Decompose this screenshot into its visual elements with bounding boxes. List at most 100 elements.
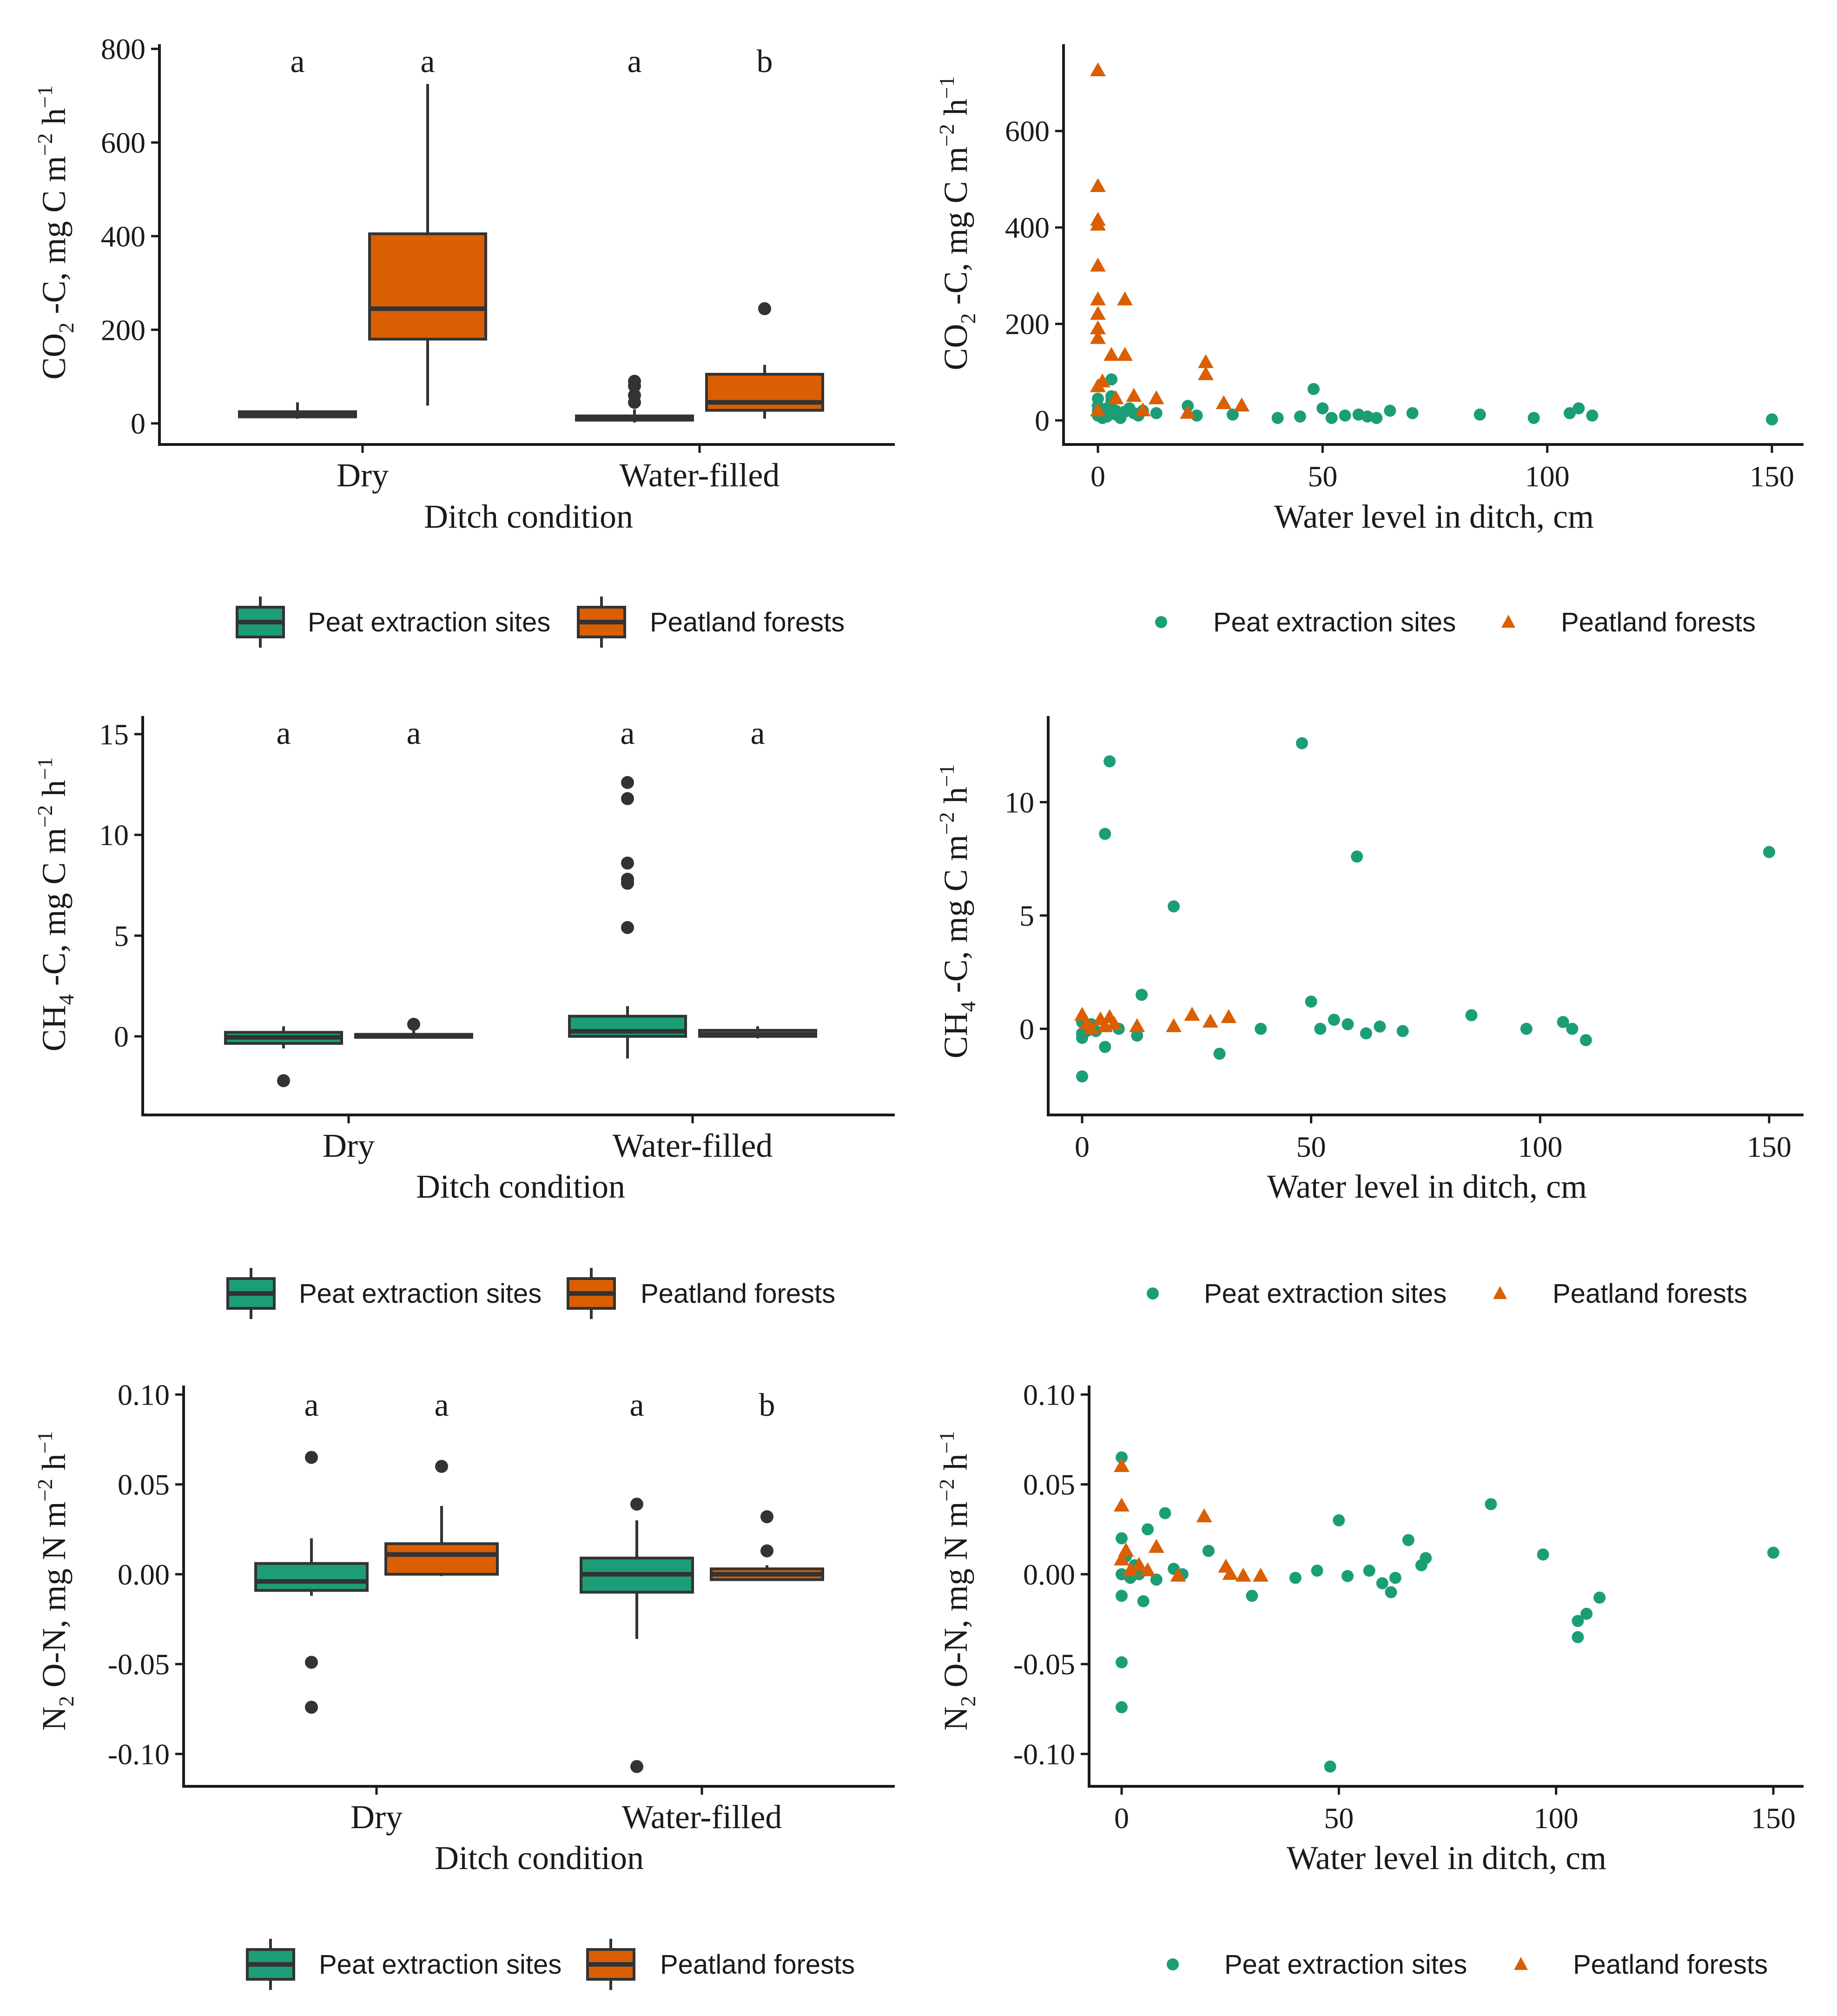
legend-label-peatland-forests: Peatland forests: [1561, 607, 1756, 637]
scatter-point-peat-extraction: [1485, 1498, 1497, 1511]
scatter-point-peatland-forest: [1083, 1020, 1099, 1035]
scatter-point-peat-extraction: [1361, 410, 1374, 423]
scatter-point-peatland-forest: [1196, 1508, 1212, 1523]
scatter-point-peatland-forest: [1129, 1018, 1145, 1032]
box-outlier: [760, 1544, 773, 1558]
box-outlier: [621, 776, 634, 789]
x-tick-label: 100: [1525, 460, 1570, 493]
scatter-point-peat-extraction: [1527, 411, 1540, 424]
y-tick-label: -0.10: [1013, 1737, 1075, 1771]
legend-key-peat-extraction: [226, 1268, 276, 1319]
x-tick-label: 100: [1518, 1130, 1562, 1163]
scatter-point-peat-extraction: [1389, 1572, 1401, 1584]
scatter-point-peat-extraction: [1767, 1546, 1779, 1559]
scatter-point-peat-extraction: [1384, 405, 1396, 417]
n2o-scatter-legend: Peat extraction sites Peatland forests: [1167, 1950, 1768, 1980]
scatter-point-peat-extraction: [1159, 1507, 1171, 1519]
legend-label-peatland-forests: Peatland forests: [641, 1279, 835, 1309]
n2o-box-legend: Peat extraction sites Peatland forests: [246, 1939, 855, 1990]
y-tick-label: 0: [1019, 1013, 1034, 1046]
legend-label-peat-extraction: Peat extraction sites: [308, 607, 550, 637]
y-tick-label: 0.10: [1023, 1378, 1075, 1411]
significance-letter: b: [759, 1387, 775, 1423]
scatter-point-peat-extraction: [1133, 1568, 1145, 1580]
scatter-point-peat-extraction: [1202, 1545, 1215, 1557]
significance-letter: a: [420, 44, 435, 80]
scatter-point-peatland-forest: [1148, 1539, 1164, 1553]
co2-scatter-points: [1090, 62, 1778, 426]
significance-letter: a: [620, 716, 634, 751]
scatter-point-peatland-forest: [1131, 1557, 1147, 1571]
y-tick-label: 400: [101, 220, 145, 253]
x-category-label: Water-filled: [620, 457, 780, 494]
ch4-box-legend: Peat extraction sites Peatland forests: [226, 1268, 835, 1319]
box-outlier: [305, 1700, 318, 1714]
scatter-point-peat-extraction: [1116, 1656, 1128, 1669]
scatter-point-peatland-forest: [1104, 347, 1119, 361]
x-category-label: Dry: [350, 1798, 403, 1836]
y-tick-label: 0: [131, 407, 145, 440]
co2-scatter-ticks: 0 200 400 600 0 50 100 150: [1005, 115, 1794, 493]
scatter-point-peatland-forest: [1148, 390, 1164, 405]
scatter-point-peatland-forest: [1140, 1562, 1156, 1577]
legend-label-peat-extraction: Peat extraction sites: [1204, 1279, 1447, 1309]
scatter-point-peatland-forest: [1090, 402, 1106, 417]
significance-letter: a: [290, 44, 304, 80]
scatter-point-peat-extraction: [1137, 1595, 1150, 1607]
n2o-scatter-y-axis-label: N2 O-N, mg N m−2 h−1: [935, 1431, 980, 1731]
box-outlier: [305, 1656, 318, 1669]
x-category-label: Dry: [323, 1127, 375, 1164]
n2o-box-x-categories: Dry Water-filled: [350, 1786, 782, 1836]
y-tick-label: 0.00: [1023, 1558, 1075, 1591]
y-tick-label: 400: [1005, 211, 1050, 244]
scatter-point-peat-extraction: [1341, 1570, 1354, 1582]
scatter-point-peat-extraction: [1092, 392, 1104, 405]
y-tick-label: 0.00: [118, 1558, 170, 1591]
scatter-point-peat-extraction: [1339, 409, 1351, 422]
scatter-point-peat-extraction: [1766, 413, 1778, 426]
box-outlier: [407, 1018, 420, 1031]
box-outlier: [621, 921, 634, 934]
scatter-point-peat-extraction: [1168, 900, 1180, 913]
scatter-point-peat-extraction: [1136, 988, 1148, 1001]
scatter-point-peat-extraction: [1305, 995, 1317, 1008]
y-tick-label: 0: [114, 1020, 129, 1053]
legend-circle-marker: [1147, 1287, 1159, 1300]
scatter-point-peat-extraction: [1325, 411, 1338, 424]
scatter-point-peat-extraction: [1557, 1016, 1569, 1028]
y-tick-label: -0.10: [108, 1737, 170, 1771]
significance-letter: a: [276, 716, 291, 751]
scatter-point-peatland-forest: [1106, 1016, 1122, 1030]
scatter-point-peat-extraction: [1402, 1534, 1414, 1546]
legend-triangle-marker: [1493, 1286, 1507, 1299]
box-iqr: [368, 232, 487, 341]
scatter-point-peatland-forest: [1235, 1567, 1251, 1582]
scatter-point-peatland-forest: [1090, 217, 1106, 231]
ch4-box-boxes: [224, 776, 817, 1088]
scatter-point-peat-extraction: [1104, 755, 1116, 768]
scatter-point-peat-extraction: [1255, 1022, 1267, 1035]
legend-label-peatland-forests: Peatland forests: [1573, 1950, 1768, 1980]
significance-letter: b: [757, 44, 773, 80]
ch4-scatter-x-axis-title: Water level in ditch, cm: [1267, 1168, 1587, 1205]
scatter-point-peatland-forest: [1198, 366, 1214, 380]
scatter-point-peat-extraction: [1363, 1565, 1375, 1577]
scatter-point-peatland-forest: [1253, 1567, 1269, 1582]
scatter-point-peatland-forest: [1198, 354, 1214, 368]
scatter-point-peat-extraction: [1131, 1029, 1143, 1042]
scatter-point-peat-extraction: [1116, 1701, 1128, 1713]
y-tick-label: 0.05: [118, 1468, 170, 1501]
y-tick-label: 5: [1019, 899, 1034, 932]
n2o-box-y-ticks: -0.10 -0.05 0.00 0.05 0.10: [108, 1378, 184, 1771]
scatter-point-peatland-forest: [1114, 1551, 1130, 1565]
scatter-point-peat-extraction: [1076, 1070, 1088, 1083]
scatter-point-peatland-forest: [1222, 1565, 1238, 1580]
significance-letter: a: [629, 1387, 644, 1423]
y-tick-label: 800: [101, 33, 145, 66]
scatter-point-peat-extraction: [1324, 1760, 1336, 1773]
scatter-point-peatland-forest: [1122, 1562, 1138, 1577]
scatter-point-peat-extraction: [1572, 1631, 1584, 1644]
legend-label-peat-extraction: Peat extraction sites: [299, 1279, 542, 1309]
scatter-point-peatland-forest: [1135, 402, 1151, 417]
y-tick-label: 0.05: [1023, 1468, 1075, 1501]
